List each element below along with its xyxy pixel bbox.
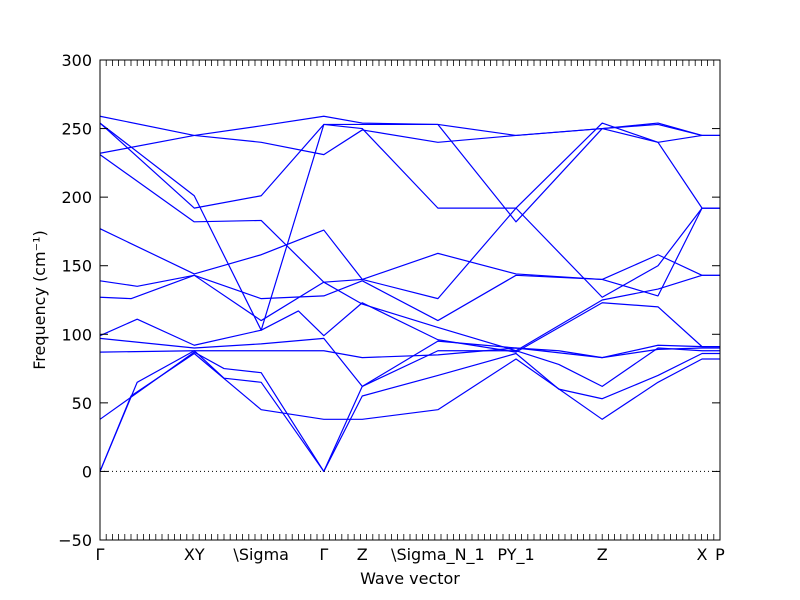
x-tick-label: Γ xyxy=(319,545,328,564)
x-tick-label: Z xyxy=(597,545,608,564)
x-tick-label: Γ xyxy=(96,545,105,564)
band-line-5 xyxy=(99,337,720,387)
band-line-1 xyxy=(99,352,720,472)
band-line-12 xyxy=(99,122,720,331)
x-tick-label: PY_1 xyxy=(497,545,534,565)
band-line-3 xyxy=(99,347,720,473)
y-tick-label: 300 xyxy=(61,51,92,70)
x-tick-label: \Sigma xyxy=(233,545,289,564)
band-line-13 xyxy=(99,115,720,156)
band-line-7 xyxy=(99,274,720,352)
x-axis-label: Wave vector xyxy=(360,569,460,588)
band-line-6 xyxy=(99,302,720,353)
band-line-14 xyxy=(99,115,720,154)
band-line-10 xyxy=(99,154,720,300)
band-line-9 xyxy=(99,207,720,297)
band-line-4 xyxy=(99,347,720,359)
y-tick-labels: −50 0 50 100 150 200 250 300 xyxy=(58,51,92,550)
y-tick-label: 0 xyxy=(82,462,92,481)
x-tick-labels: Γ XY \Sigma Γ Z \Sigma_N_1 PY_1 Z X P xyxy=(96,545,726,565)
band-series-group xyxy=(99,115,720,473)
band-line-8 xyxy=(99,254,720,322)
x-tick-label: P xyxy=(715,545,725,564)
x-tick-label: X xyxy=(697,545,708,564)
y-tick-label: 150 xyxy=(61,257,92,276)
x-tick-label: Z xyxy=(357,545,368,564)
band-line-11 xyxy=(99,122,720,209)
y-tick-label: 100 xyxy=(61,325,92,344)
plot-frame xyxy=(99,59,721,541)
x-tick-label: \Sigma_N_1 xyxy=(391,545,485,565)
x-tick-label: XY xyxy=(184,545,205,564)
y-tick-label: 250 xyxy=(61,120,92,139)
y-axis-label: Frequency (cm⁻¹) xyxy=(30,230,49,369)
y-tick-label: −50 xyxy=(58,531,92,550)
y-tick-label: 200 xyxy=(61,188,92,207)
y-tick-label: 50 xyxy=(72,394,92,413)
